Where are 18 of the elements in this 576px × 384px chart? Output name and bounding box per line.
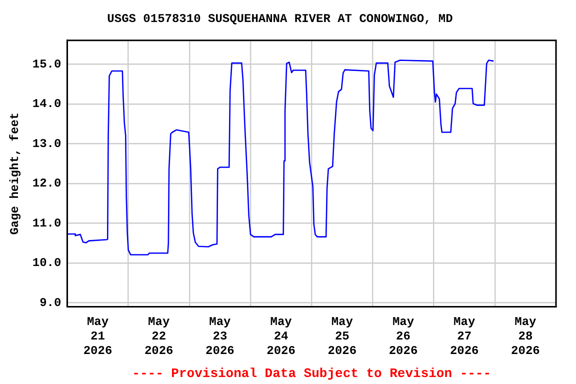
y-tick-label: 14.0 — [32, 97, 62, 112]
y-tick-label: 15.0 — [32, 57, 62, 72]
x-tick-label: May 25 2026 — [328, 315, 357, 358]
y-tick-label: 11.0 — [32, 216, 62, 230]
x-tick-label: May 23 2026 — [206, 315, 234, 358]
text: ---- Provisional Data Subject to Revision ---- — [132, 366, 492, 381]
x-tick-label: May 21 2026 — [83, 315, 112, 358]
y-tick-label: 13.0 — [32, 136, 62, 151]
x-tick-label: May 27 2026 — [450, 315, 479, 358]
chart-title: USGS 01578310 SUSQUEHANNA RIVER AT CONOWINGO, MD — [107, 12, 453, 26]
x-tick-label: May 28 2026 — [511, 315, 540, 358]
x-tick-label: May 24 2026 — [266, 315, 296, 358]
y-axis-title: Gage height, feet — [8, 112, 22, 235]
y-tick-label: 9.0 — [40, 296, 62, 310]
x-tick-label: May 22 2026 — [144, 315, 174, 358]
y-tick-label: 12.0 — [32, 176, 62, 191]
y-tick-label: 10.0 — [32, 256, 62, 270]
x-tick-label: May 26 2026 — [388, 315, 418, 358]
